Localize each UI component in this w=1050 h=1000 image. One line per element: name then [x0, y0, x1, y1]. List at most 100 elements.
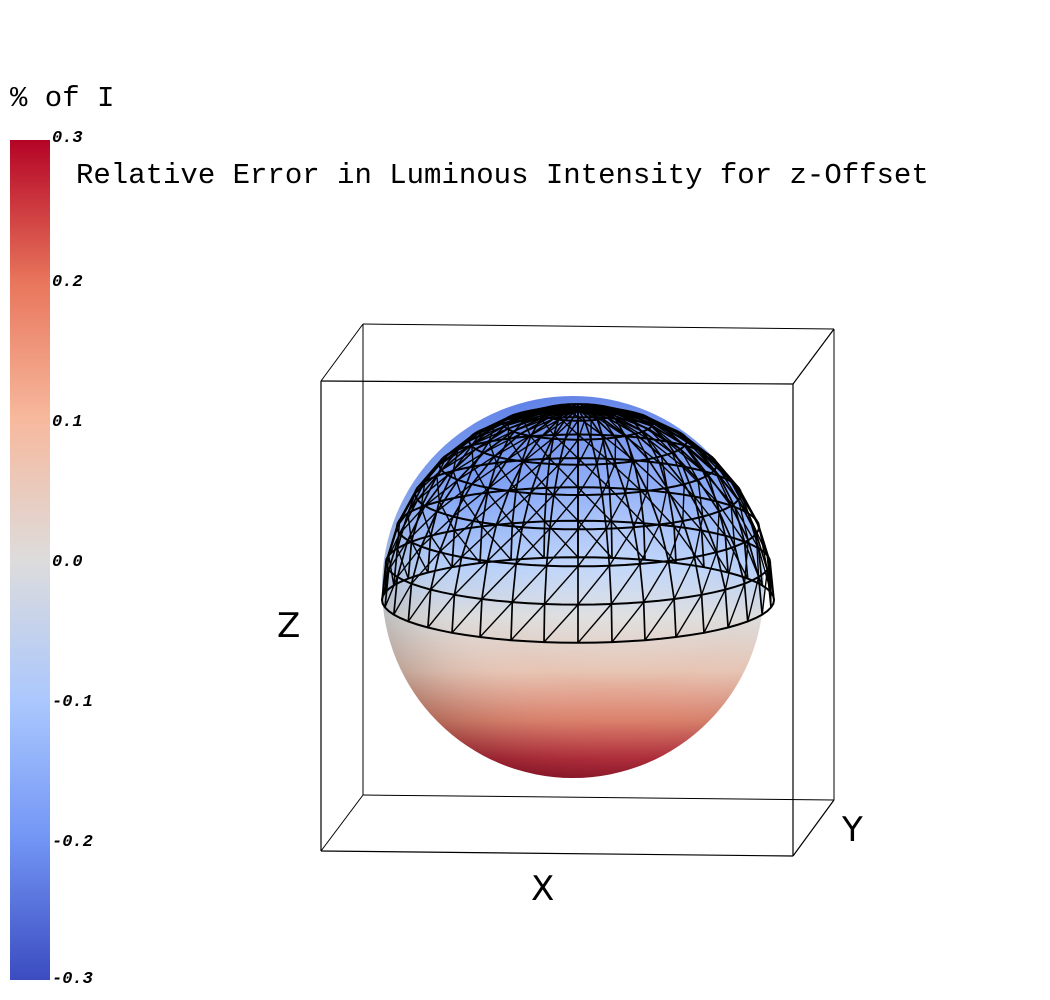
wireframe-diagonal — [727, 583, 746, 628]
wireframe-diagonal — [511, 565, 548, 603]
wireframe-diagonal — [424, 459, 443, 483]
wireframe-diagonal — [564, 406, 579, 418]
wireframe-diagonal — [577, 494, 603, 530]
wireframe-diagonal — [613, 414, 644, 433]
wireframe-diagonal — [410, 541, 429, 573]
wireframe-diagonal — [453, 530, 481, 564]
wireframe-diagonal — [552, 404, 560, 409]
wireframe-diagonal — [407, 513, 413, 542]
wireframe-diagonal — [481, 563, 517, 600]
wireframe-diagonal — [540, 405, 554, 410]
wireframe-diagonal — [747, 576, 760, 622]
wireframe-diagonal — [461, 496, 483, 527]
colorbar-title: % of I — [10, 82, 114, 115]
wireframe-diagonal — [667, 520, 684, 562]
wireframe-diagonal — [702, 470, 736, 508]
wireframe-diagonal — [558, 439, 579, 465]
wireframe-diagonal — [747, 513, 768, 556]
wireframe-diagonal — [503, 411, 540, 422]
wireframe-diagonal — [577, 406, 598, 419]
wireframe-diagonal — [529, 418, 560, 437]
wireframe-diagonal — [701, 530, 729, 573]
wireframe-diagonal — [452, 449, 459, 472]
wireframe-diagonal — [644, 598, 675, 641]
wireframe-diagonal — [549, 494, 579, 530]
wireframe-diagonal — [481, 525, 512, 561]
wireframe-diagonal — [461, 523, 497, 558]
wireframe-diagonal — [549, 458, 579, 488]
wireframe-diagonal — [436, 454, 449, 477]
wireframe-diagonal — [643, 522, 677, 564]
wireframe-diagonal — [507, 422, 510, 439]
wireframe-diagonal — [737, 499, 749, 541]
wireframe-diagonal — [388, 539, 409, 571]
wireframe-diagonal — [551, 407, 560, 419]
wireframe-diagonal — [530, 435, 551, 460]
wireframe-diagonal — [420, 516, 454, 548]
wireframe-diagonal — [385, 533, 401, 564]
wireframe-diagonal — [634, 433, 649, 460]
wireframe-diagonal — [571, 403, 579, 408]
wireframe-diagonal — [601, 434, 635, 461]
wireframe-diagonal — [693, 496, 726, 537]
wireframe-diagonal — [577, 408, 586, 421]
wireframe-diagonal — [625, 435, 634, 462]
wireframe-diagonal — [584, 403, 604, 409]
wireframe-diagonal — [766, 555, 775, 601]
colorbar-tick-label: -0.1 — [52, 693, 93, 712]
wireframe-diagonal — [388, 555, 395, 586]
wireframe-diagonal — [430, 535, 453, 568]
wireframe-diagonal — [608, 487, 645, 524]
wireframe-diagonal — [543, 604, 579, 643]
wireframe-diagonal — [633, 459, 669, 494]
wireframe-diagonal — [682, 466, 718, 502]
wireframe-diagonal — [596, 438, 605, 465]
wireframe-diagonal — [384, 562, 387, 593]
wireframe-diagonal — [470, 422, 504, 438]
wireframe-diagonal — [697, 479, 704, 517]
wireframe-diagonal — [673, 556, 696, 600]
wireframe-diagonal — [577, 520, 613, 559]
colorbar-tick-label: 0.1 — [52, 413, 83, 432]
wireframe-diagonal — [507, 410, 541, 419]
wireframe-diagonal — [577, 486, 612, 522]
wireframe-diagonal — [452, 487, 490, 518]
wireframe-diagonal — [716, 501, 746, 543]
wireframe-diagonal — [596, 417, 626, 437]
wireframe-diagonal — [438, 520, 474, 553]
wireframe-diagonal — [384, 576, 399, 608]
wireframe-diagonal — [643, 560, 670, 603]
wireframe-diagonal — [605, 458, 641, 491]
wireframe-diagonal — [508, 438, 523, 461]
wireframe-diagonal — [507, 415, 546, 430]
wireframe-diagonal — [399, 505, 426, 535]
wireframe-diagonal — [682, 484, 685, 522]
y-axis-label: Y — [841, 810, 863, 850]
wireframe-diagonal — [734, 506, 760, 549]
wireframe-diagonal — [396, 499, 419, 528]
wireframe-diagonal — [615, 408, 649, 424]
wireframe-diagonal — [486, 492, 513, 524]
wireframe-diagonal — [611, 601, 645, 643]
wireframe-diagonal — [700, 551, 718, 596]
wireframe-diagonal — [601, 463, 616, 495]
wireframe-diagonal — [639, 489, 675, 527]
wireframe-diagonal — [757, 548, 772, 593]
wireframe-diagonal — [651, 425, 681, 450]
wireframe-diagonal — [564, 420, 579, 440]
wireframe-diagonal — [451, 598, 483, 634]
wireframe-diagonal — [755, 533, 760, 578]
wireframe-diagonal — [521, 494, 555, 528]
wireframe-diagonal — [420, 506, 432, 536]
colorbar-ticks: 0.3 0.2 0.1 0.0 -0.1 -0.2 -0.3 — [52, 129, 93, 989]
wireframe-diagonal — [520, 418, 554, 435]
wireframe-diagonal — [471, 428, 485, 446]
wireframe-diagonal — [407, 511, 438, 541]
wireframe-diagonal — [420, 481, 426, 508]
wireframe-diagonal — [488, 425, 496, 442]
wireframe-diagonal — [430, 556, 463, 591]
wireframe-diagonal — [494, 414, 514, 427]
wireframe-diagonal — [436, 475, 440, 502]
wireframe-diagonal — [540, 418, 555, 436]
wireframe-diagonal — [399, 493, 416, 521]
